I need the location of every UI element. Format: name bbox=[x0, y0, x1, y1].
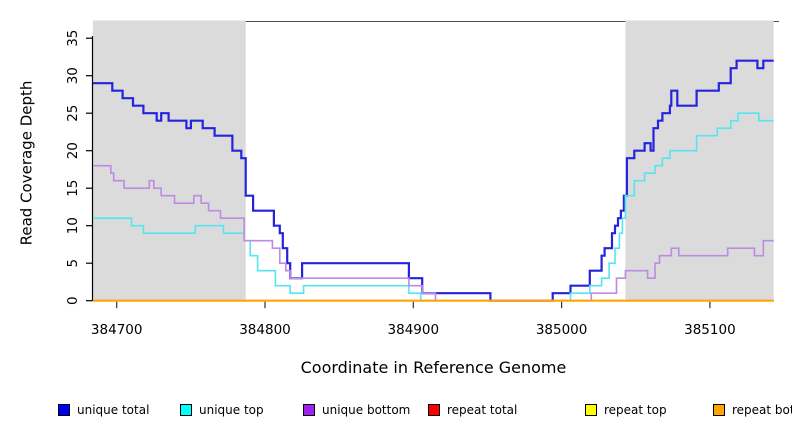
legend-item-unique-bottom: unique bottom bbox=[303, 401, 410, 419]
legend-swatch-repeat-total bbox=[428, 404, 440, 416]
legend-label: repeat total bbox=[447, 403, 518, 417]
y-tick-label: 15 bbox=[65, 180, 81, 197]
y-axis-title: Read Coverage Depth bbox=[17, 80, 36, 246]
y-tick-label: 5 bbox=[65, 259, 81, 268]
x-tick-label: 384700 bbox=[91, 322, 143, 338]
coverage-plot-canvas: 0 5 10 15 20 25 30 35 384700 384800 384900 385000 38… bbox=[65, 20, 779, 338]
plot-legend: unique total unique top unique bottom repea… bbox=[0, 401, 792, 423]
legend-item-repeat-bottom: repeat bottom bbox=[713, 401, 792, 419]
y-tick-label: 10 bbox=[65, 217, 81, 234]
x-axis-title: Coordinate in Reference Genome bbox=[300, 358, 567, 377]
legend-label: unique top bbox=[199, 403, 264, 417]
series-unique-total bbox=[93, 59, 774, 302]
y-tick-label: 35 bbox=[65, 30, 81, 47]
shaded-region-1 bbox=[625, 20, 774, 301]
legend-item-repeat-total: repeat total bbox=[428, 401, 517, 419]
legend-swatch-repeat-top bbox=[585, 404, 597, 416]
y-tick-label: 20 bbox=[65, 142, 81, 159]
legend-label: unique total bbox=[77, 403, 150, 417]
y-tick-label: 0 bbox=[65, 296, 81, 305]
series-unique-bottom bbox=[93, 164, 774, 302]
legend-label: repeat top bbox=[604, 403, 667, 417]
y-tick-label: 25 bbox=[65, 105, 81, 122]
legend-item-repeat-top: repeat top bbox=[585, 401, 667, 419]
legend-item-unique-total: unique total bbox=[58, 401, 149, 419]
legend-swatch-repeat-bottom bbox=[713, 404, 725, 416]
y-tick-label: 30 bbox=[65, 67, 81, 84]
x-tick-label: 384800 bbox=[239, 322, 291, 338]
legend-label: repeat bottom bbox=[732, 403, 792, 417]
x-tick-label: 384900 bbox=[388, 322, 440, 338]
legend-label: unique bottom bbox=[322, 403, 411, 417]
x-tick-label: 385000 bbox=[536, 322, 588, 338]
x-tick-label: 385100 bbox=[684, 322, 736, 338]
legend-swatch-unique-top bbox=[180, 404, 192, 416]
shaded-region-0 bbox=[92, 20, 246, 301]
legend-swatch-unique-bottom bbox=[303, 404, 315, 416]
legend-item-unique-top: unique top bbox=[180, 401, 264, 419]
legend-swatch-unique-total bbox=[58, 404, 70, 416]
